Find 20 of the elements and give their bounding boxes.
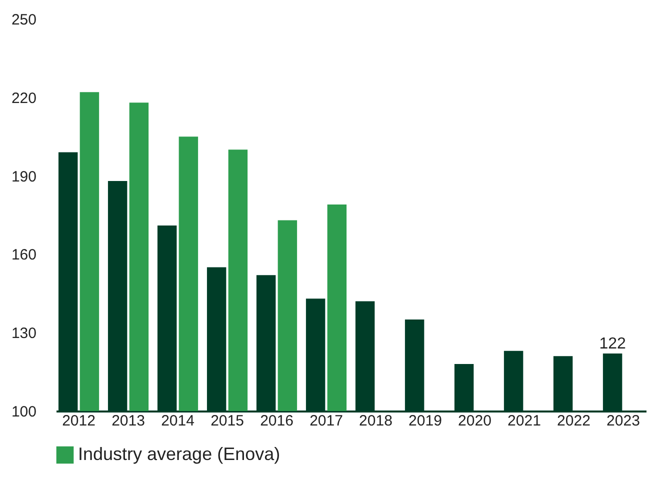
x-tick-label: 2013 [112,412,145,430]
y-tick-label: 220 [11,90,36,107]
x-tick-label: 2022 [557,412,590,430]
x-tick-label: 2021 [508,412,541,430]
x-tick-label: 2015 [210,412,244,430]
x-tick-label: 2017 [310,412,343,430]
legend-label: Industry average (Enova) [78,444,280,464]
x-tick-label: 2019 [408,412,442,430]
x-tick-label: 2016 [260,412,294,430]
x-tick-label: 2020 [458,412,492,430]
y-tick-label: 130 [11,325,36,342]
x-tick-label: 2023 [606,412,640,430]
y-tick-label: 250 [11,12,36,28]
x-tick-label: 2018 [359,412,392,430]
y-tick-label: 190 [11,168,36,186]
x-tick-label: 2014 [161,412,194,430]
data-label: 122 [599,336,626,353]
x-tick-label: 2012 [62,412,96,430]
y-tick-label: 160 [11,246,36,264]
y-tick-label: 100 [11,404,36,420]
